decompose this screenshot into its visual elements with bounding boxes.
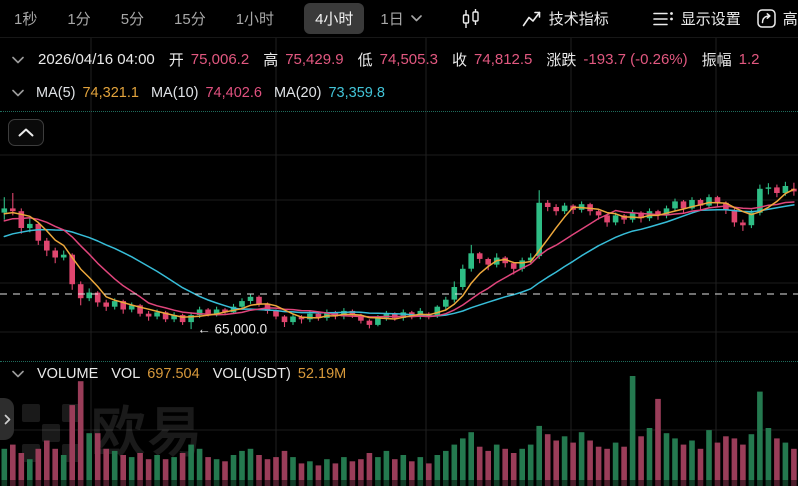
pane-separator-volume[interactable] (0, 361, 798, 362)
ohlc-collapse-chevron-icon[interactable] (12, 56, 24, 64)
vol-usdt-label: VOL(USDT) (212, 366, 291, 382)
interval-button-1hour[interactable]: 1小时 (235, 11, 275, 28)
open-label: 开 (168, 52, 184, 69)
indicator-line-icon (522, 11, 541, 26)
amplitude-label: 振幅 (701, 52, 732, 69)
pane-separator-top[interactable] (0, 111, 798, 112)
open-value: 75,006.2 (190, 51, 250, 68)
ma10-value: 74,402.6 (205, 85, 262, 101)
watermark-text: 欧易 (91, 403, 205, 463)
volume-title: VOLUME (37, 366, 99, 382)
chevron-up-icon (18, 128, 34, 137)
volume-chart[interactable] (0, 368, 798, 486)
display-settings-icon (652, 11, 673, 25)
chevron-right-icon (4, 414, 10, 424)
interval-button-4hour-selected[interactable]: 4小时 (304, 3, 365, 34)
interval-dropdown-label: 1日 (380, 11, 404, 28)
okx-logo-icon (22, 404, 80, 462)
interval-button-5min[interactable]: 5分 (120, 11, 145, 28)
interval-button-15min[interactable]: 15分 (174, 11, 206, 28)
change-label: 涨跌 (546, 52, 577, 69)
ma-indicator-row: MA(5) 74,321.1 MA(10) 74,402.6 MA(20) 73,35… (12, 85, 385, 101)
advanced-chart-label: 高级 (782, 11, 798, 28)
ohlc-info-row: 2026/04/16 04:00 开 75,006.2 高 75,429.9 低 74… (12, 49, 760, 70)
vol-value: 697.504 (147, 366, 200, 382)
high-value: 75,429.9 (285, 51, 344, 68)
technical-indicators-label: 技术指标 (548, 11, 609, 28)
volume-collapse-chevron-icon[interactable] (12, 370, 24, 378)
chart-grid (0, 38, 798, 486)
main-candlestick-chart[interactable]: ← 65,000.0 (0, 113, 798, 360)
chart-collapse-button[interactable] (8, 119, 44, 146)
amplitude-value: 1.2 (738, 51, 760, 68)
candlestick-style-button[interactable] (460, 8, 482, 30)
display-settings-button[interactable]: 显示设置 (652, 8, 741, 29)
display-settings-label: 显示设置 (680, 11, 741, 28)
ma20-value: 73,359.8 (328, 85, 385, 101)
low-price-marker: ← 65,000.0 (197, 322, 267, 337)
chart-toolbar: 1秒 1分 5分 15分 1小时 4小时 1日 (0, 0, 798, 38)
low-label: 低 (357, 52, 373, 69)
ma5-value: 74,321.1 (82, 85, 139, 101)
okx-watermark: 欧易 (22, 404, 205, 462)
sidebar-expand-tab[interactable] (0, 398, 14, 440)
vol-label: VOL (111, 366, 141, 382)
ma5-label: MA(5) (36, 85, 76, 101)
chevron-down-icon (410, 15, 422, 22)
interval-dropdown-1day[interactable]: 1日 (380, 8, 422, 29)
vol-usdt-value: 52.19M (297, 366, 347, 382)
technical-indicators-button[interactable]: 技术指标 (522, 8, 609, 29)
interval-button-1min[interactable]: 1分 (67, 11, 91, 28)
high-label: 高 (263, 52, 279, 69)
close-value: 74,812.5 (474, 51, 533, 68)
low-value: 74,505.3 (379, 51, 438, 68)
ma10-label: MA(10) (150, 85, 199, 101)
ma20-label: MA(20) (273, 85, 322, 101)
interval-button-1sec[interactable]: 1秒 (14, 11, 38, 28)
ma-collapse-chevron-icon[interactable] (12, 89, 24, 97)
close-label: 收 (452, 52, 468, 69)
advanced-chart-icon (757, 9, 776, 28)
candle-datetime: 2026/04/16 04:00 (38, 51, 155, 68)
advanced-chart-button[interactable]: 高级 (757, 8, 798, 29)
change-value: -193.7 (-0.26%) (583, 51, 688, 68)
volume-info-row: VOLUME VOL 697.504 VOL(USDT) 52.19M (12, 366, 346, 382)
candlestick-icon (462, 8, 479, 28)
